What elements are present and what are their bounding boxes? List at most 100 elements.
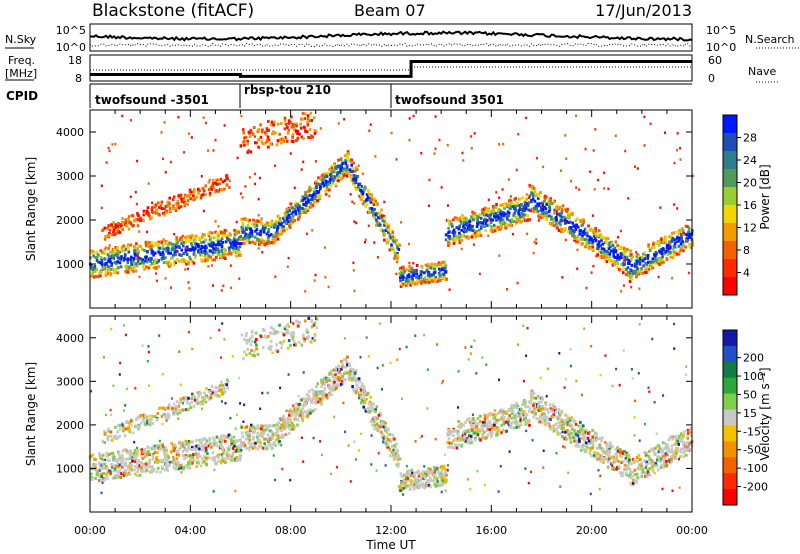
power-cell — [543, 199, 546, 203]
power-cell — [112, 228, 116, 232]
velocity-cell — [371, 423, 374, 427]
power-cell — [167, 244, 170, 247]
power-cell — [586, 234, 589, 238]
power-cell — [370, 193, 373, 197]
power-noise-cell — [176, 250, 179, 253]
velocity-cell — [340, 359, 343, 363]
power-cell — [338, 175, 341, 178]
power-cell — [216, 231, 219, 235]
velocity-cell — [304, 403, 307, 407]
velocity-cell — [539, 409, 543, 413]
velocity-cell — [267, 438, 271, 442]
velocity-cell — [401, 486, 404, 490]
velocity-cell — [493, 427, 496, 431]
power-xticks — [89, 110, 693, 308]
power-cell — [292, 214, 295, 218]
power-cell — [408, 265, 411, 268]
power-cell — [241, 227, 245, 231]
power-cell — [149, 259, 152, 263]
power-cell — [397, 247, 401, 251]
power-cell — [630, 269, 633, 273]
power-noise-cell — [173, 232, 176, 236]
power-noise-cell — [643, 144, 646, 147]
power-cell — [602, 236, 606, 240]
power-cell — [151, 206, 154, 210]
velocity-cell — [235, 448, 238, 452]
velocity-cell — [239, 455, 242, 459]
power-cell — [329, 173, 332, 177]
power-cell — [492, 230, 495, 233]
nsearch-trace — [89, 42, 693, 48]
power-noise-cell — [638, 287, 641, 290]
power-cell — [249, 128, 253, 132]
velocity-cell — [252, 435, 255, 439]
power-cell — [200, 258, 203, 262]
power-cell — [520, 202, 523, 206]
velocity-cell — [365, 393, 368, 397]
colorbar-swatch — [723, 151, 737, 170]
velocity-cell — [300, 410, 303, 414]
power-noise-cell — [220, 289, 223, 292]
velocity-cell — [233, 444, 236, 448]
velocity-cell — [97, 479, 101, 483]
power-cell — [154, 258, 157, 262]
power-cell — [200, 253, 204, 257]
velocity-cell — [521, 402, 525, 406]
power-cell — [195, 244, 199, 248]
velocity-cell — [490, 435, 493, 439]
velocity-cell — [110, 463, 114, 467]
power-cell — [190, 234, 194, 238]
velocity-cell — [239, 438, 242, 442]
power-cell — [148, 264, 152, 268]
velocity-cell — [465, 418, 469, 422]
power-ytick-label: 2000 — [56, 214, 84, 227]
power-cell — [678, 236, 681, 240]
power-cell — [460, 238, 464, 242]
power-cell — [367, 189, 370, 193]
power-cell — [636, 255, 639, 259]
velocity-cell — [374, 409, 377, 413]
power-cell — [622, 271, 625, 275]
power-cell — [379, 223, 382, 227]
power-cell — [309, 205, 312, 209]
power-cell — [678, 251, 681, 255]
power-cell — [137, 214, 140, 218]
velocity-cell — [353, 369, 357, 373]
colorbar-tick-label: 24 — [743, 154, 757, 167]
power-noise-cell — [627, 197, 630, 200]
power-cell — [176, 203, 179, 207]
power-noise-cell — [506, 288, 509, 291]
velocity-cell — [328, 383, 331, 387]
velocity-cell — [362, 388, 366, 392]
power-cell — [160, 207, 164, 211]
power-cell — [184, 193, 187, 197]
power-cell — [250, 232, 254, 236]
velocity-cell — [382, 420, 385, 424]
velocity-cell — [262, 428, 266, 432]
velocity-cell — [281, 435, 284, 439]
power-noise-cell — [254, 172, 257, 176]
power-cell — [430, 277, 433, 281]
power-cell — [215, 189, 219, 193]
power-cell — [478, 213, 481, 216]
velocity-cell — [541, 397, 544, 401]
power-cell — [325, 185, 329, 189]
power-cell — [439, 278, 442, 282]
velocity-cell — [165, 465, 169, 469]
power-cell — [660, 241, 663, 244]
power-cell — [143, 249, 146, 252]
power-cell — [107, 259, 110, 263]
power-cell — [248, 131, 251, 135]
velocity-cell — [231, 457, 235, 461]
velocity-cell — [108, 458, 111, 462]
velocity-cell — [558, 432, 562, 436]
velocity-cell — [204, 448, 208, 452]
power-cell — [357, 187, 360, 191]
power-noise-cell — [227, 252, 230, 255]
power-cell — [573, 225, 577, 229]
velocity-cell — [530, 410, 534, 414]
colorbar-swatch — [723, 115, 737, 134]
power-cell — [265, 140, 269, 144]
velocity-cell — [256, 431, 259, 435]
power-cell — [592, 234, 596, 238]
